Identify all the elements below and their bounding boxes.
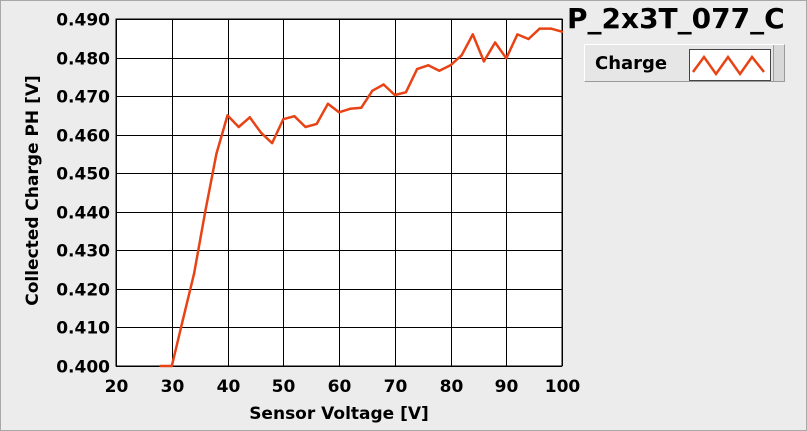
x-tick-label: 20 xyxy=(105,377,129,397)
legend-series-label: Charge xyxy=(595,53,668,74)
data-point xyxy=(181,318,185,321)
data-point xyxy=(337,111,341,114)
data-point xyxy=(538,27,541,30)
data-point xyxy=(248,116,251,119)
data-point xyxy=(427,64,430,67)
x-tick-label: 80 xyxy=(440,377,464,397)
data-point xyxy=(215,152,218,156)
data-point xyxy=(170,364,173,368)
data-point xyxy=(549,27,552,30)
y-tick-label: 0.490 xyxy=(56,11,110,31)
plot-border xyxy=(115,18,563,367)
x-tick-label: 90 xyxy=(495,377,519,397)
data-point xyxy=(527,37,530,41)
data-point xyxy=(159,364,162,368)
y-tick-label: 0.430 xyxy=(56,242,110,262)
data-point xyxy=(449,64,452,67)
data-point xyxy=(226,114,229,117)
data-point xyxy=(460,54,463,57)
data-point xyxy=(493,41,497,44)
data-point xyxy=(438,69,441,72)
y-tick-label: 0.470 xyxy=(56,88,110,108)
data-point xyxy=(560,30,564,33)
x-axis-title: Sensor Voltage [V] xyxy=(249,404,429,424)
x-tick-label: 30 xyxy=(161,377,185,397)
legend-swatch-line xyxy=(691,54,765,77)
data-point xyxy=(204,210,207,213)
data-point xyxy=(382,83,385,86)
data-point xyxy=(393,93,396,97)
y-tick-label: 0.480 xyxy=(56,50,110,70)
data-point xyxy=(348,107,352,111)
y-tick-label: 0.400 xyxy=(56,358,110,378)
x-tick-label: 40 xyxy=(217,377,241,397)
data-point xyxy=(505,57,508,60)
legend[interactable]: Charge xyxy=(584,44,785,82)
data-point xyxy=(270,141,274,145)
data-point xyxy=(415,67,419,71)
data-point xyxy=(192,272,196,275)
y-tick-label: 0.460 xyxy=(56,127,110,147)
data-point xyxy=(404,91,408,94)
y-tick-label: 0.420 xyxy=(56,281,110,301)
data-point xyxy=(237,125,240,129)
data-point xyxy=(360,106,363,109)
data-point xyxy=(282,118,285,121)
x-tick-label: 50 xyxy=(272,377,296,397)
data-point xyxy=(516,33,519,36)
legend-line-swatch[interactable] xyxy=(689,49,771,81)
data-point xyxy=(326,102,330,106)
data-point xyxy=(471,33,474,36)
y-tick-label: 0.410 xyxy=(56,319,110,339)
chart-title: P_2x3T_077_C xyxy=(567,2,785,35)
data-point xyxy=(482,60,486,63)
data-point xyxy=(259,131,263,134)
data-point xyxy=(304,125,307,129)
series-layer xyxy=(159,27,564,368)
legend-scroll-grip[interactable] xyxy=(773,45,784,81)
y-axis-ticks: 0.400 0.410 0.420 0.430 0.440 0.450 0.460 0.470… xyxy=(56,11,110,378)
x-tick-label: 70 xyxy=(384,377,408,397)
x-tick-label: 100 xyxy=(545,377,581,397)
y-axis-title: Collected Charge PH [V] xyxy=(23,75,43,306)
y-tick-label: 0.440 xyxy=(56,204,110,224)
data-point xyxy=(315,122,318,126)
y-tick-label: 0.450 xyxy=(56,165,110,185)
data-point xyxy=(371,89,374,92)
data-point xyxy=(293,115,296,118)
x-tick-label: 60 xyxy=(328,377,352,397)
x-axis-ticks: 20 30 40 50 60 70 80 90 100 xyxy=(105,377,581,397)
